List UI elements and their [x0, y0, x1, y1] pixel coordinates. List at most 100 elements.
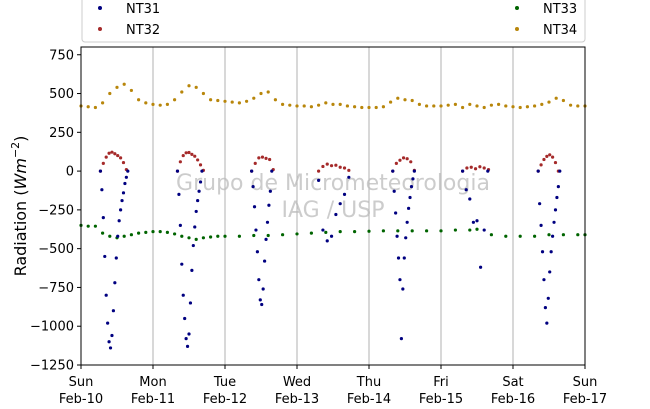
x-tick-label-day: Sun: [573, 375, 598, 390]
y-tick-label: −750: [38, 281, 74, 296]
point-nt34: [122, 82, 126, 86]
point-nt33: [367, 229, 371, 233]
point-nt31: [545, 321, 549, 325]
point-nt33: [475, 227, 479, 231]
point-nt34: [389, 100, 393, 104]
point-nt31: [325, 239, 329, 243]
point-nt31: [412, 169, 416, 173]
point-nt32: [260, 155, 265, 159]
y-tick-label: −1000: [30, 320, 74, 335]
point-nt31: [181, 293, 185, 297]
point-nt34: [453, 102, 457, 106]
point-nt31: [178, 223, 182, 227]
point-nt31: [317, 178, 321, 183]
point-nt32: [107, 151, 111, 155]
point-nt31: [260, 302, 264, 307]
point-nt32: [116, 153, 120, 158]
point-nt33: [410, 229, 414, 233]
point-nt32: [551, 155, 555, 159]
y-tick-label: 500: [49, 87, 74, 102]
point-nt31: [183, 316, 187, 321]
point-nt34: [144, 101, 148, 105]
point-nt32: [101, 161, 105, 165]
point-nt33: [122, 234, 126, 238]
point-nt31: [113, 281, 117, 285]
point-nt31: [548, 270, 552, 274]
point-nt31: [101, 216, 105, 220]
point-nt31: [255, 250, 259, 254]
point-nt34: [324, 101, 328, 105]
point-nt32: [545, 154, 549, 158]
point-nt32: [119, 156, 123, 160]
point-nt34: [230, 100, 234, 104]
point-nt32: [478, 165, 482, 169]
point-nt34: [173, 98, 177, 102]
plot-background: [81, 47, 585, 365]
point-nt32: [321, 164, 325, 169]
x-tick-label-date: Feb-16: [491, 392, 535, 407]
point-nt33: [137, 231, 141, 235]
point-nt34: [475, 104, 479, 108]
point-nt34: [381, 105, 385, 109]
point-nt31: [120, 198, 124, 203]
point-nt34: [252, 96, 256, 100]
legend-marker-nt31: [98, 6, 102, 10]
point-nt31: [108, 346, 113, 350]
point-nt33: [209, 235, 213, 239]
point-nt32: [329, 164, 334, 168]
point-nt32: [542, 157, 546, 162]
point-nt33: [324, 230, 328, 234]
point-nt31: [391, 169, 395, 173]
y-axis-label-exponent: −2: [9, 142, 22, 158]
point-nt32: [473, 167, 478, 171]
point-nt31: [175, 169, 180, 173]
point-nt34: [353, 105, 357, 109]
point-nt32: [121, 160, 126, 165]
point-nt34: [115, 85, 119, 89]
legend-frame: [81, 0, 586, 43]
point-nt31: [553, 208, 558, 212]
point-nt31: [398, 278, 402, 282]
data-points: [79, 82, 587, 350]
point-nt33: [489, 233, 493, 237]
point-nt34: [396, 96, 400, 100]
point-nt31: [250, 169, 254, 173]
point-nt32: [342, 166, 347, 170]
point-nt32: [539, 163, 543, 167]
point-nt31: [117, 219, 121, 223]
point-nt34: [151, 102, 155, 106]
point-nt31: [549, 250, 553, 254]
legend-label-nt32: NT32: [126, 23, 160, 38]
point-nt32: [196, 158, 200, 162]
y-tick-label: −1250: [30, 359, 74, 374]
point-nt31: [479, 265, 483, 269]
point-nt34: [165, 102, 169, 106]
point-nt33: [353, 229, 357, 234]
point-nt33: [144, 230, 148, 234]
point-nt32: [184, 151, 188, 155]
point-nt31: [98, 169, 103, 173]
point-nt33: [504, 234, 508, 238]
point-nt33: [129, 233, 133, 237]
point-nt32: [548, 153, 552, 157]
point-nt32: [394, 161, 398, 165]
point-nt34: [295, 104, 299, 108]
point-nt33: [281, 233, 285, 237]
point-nt31: [104, 293, 108, 297]
point-nt33: [173, 232, 177, 236]
point-nt31: [103, 254, 107, 259]
point-nt31: [197, 189, 201, 193]
x-axis: Sun Feb-10 Mon Feb-11 Tue Feb-12 Wed Feb-13 Thu F…: [59, 365, 607, 407]
y-tick-label: 0: [66, 165, 74, 180]
point-nt31: [404, 236, 408, 240]
point-nt34: [533, 104, 537, 108]
point-nt34: [569, 103, 573, 107]
point-nt34: [345, 104, 349, 108]
point-nt34: [223, 99, 227, 103]
point-nt32: [469, 165, 473, 169]
point-nt33: [187, 236, 191, 240]
point-nt31: [254, 228, 258, 232]
legend-label-nt31: NT31: [126, 2, 160, 17]
point-nt34: [360, 105, 364, 110]
x-tick-label-date: Feb-15: [419, 392, 463, 407]
